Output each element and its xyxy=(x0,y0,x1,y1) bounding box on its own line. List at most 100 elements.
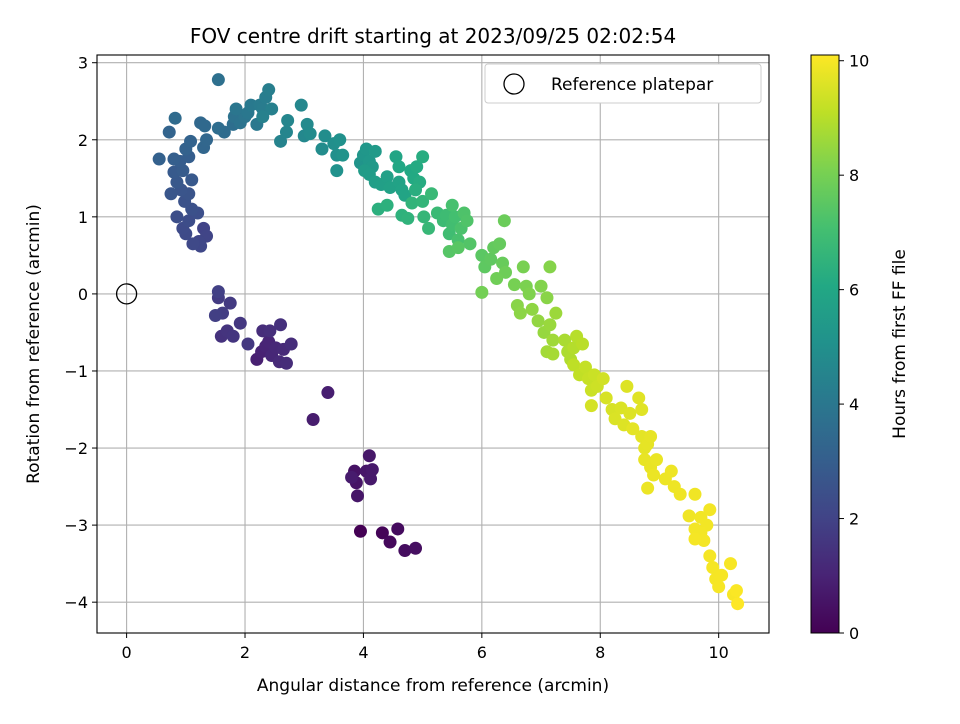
data-point xyxy=(729,584,743,598)
data-point xyxy=(620,379,634,393)
legend-label: Reference platepar xyxy=(551,75,713,95)
y-tick-label: −3 xyxy=(64,516,88,535)
data-point xyxy=(391,522,405,536)
data-point xyxy=(333,133,347,147)
data-point xyxy=(353,524,367,538)
chart-title: FOV centre drift starting at 2023/09/25 … xyxy=(190,24,676,48)
colorbar-tick-label: 8 xyxy=(849,166,859,185)
data-point xyxy=(484,252,498,266)
data-point xyxy=(626,422,640,436)
data-point xyxy=(712,580,726,594)
data-point xyxy=(525,302,539,316)
colorbar-tick-label: 6 xyxy=(849,281,859,300)
y-tick-label: −4 xyxy=(64,593,88,612)
data-point xyxy=(244,98,258,112)
data-point xyxy=(731,597,745,611)
legend: Reference platepar xyxy=(484,63,762,104)
data-point xyxy=(208,308,222,322)
data-point xyxy=(336,148,350,162)
data-point xyxy=(380,170,394,184)
data-point xyxy=(345,470,359,484)
data-point xyxy=(673,487,687,501)
data-point xyxy=(198,119,212,133)
data-point xyxy=(362,449,376,463)
data-point xyxy=(375,526,389,540)
data-point xyxy=(599,391,613,405)
y-tick-label: 1 xyxy=(78,208,88,227)
data-point xyxy=(256,110,270,124)
data-point xyxy=(641,481,655,495)
data-point xyxy=(211,285,225,299)
y-axis-label: Rotation from reference (arcmin) xyxy=(24,204,44,484)
data-point xyxy=(490,271,504,285)
data-point xyxy=(635,403,649,417)
data-point xyxy=(279,356,293,370)
data-point xyxy=(182,214,196,228)
data-point xyxy=(451,241,465,255)
reference-platepar-marker xyxy=(115,283,138,305)
data-point xyxy=(263,324,277,338)
data-point xyxy=(417,210,431,224)
data-point xyxy=(543,260,557,274)
data-point xyxy=(262,83,276,97)
y-axis-ticks: 3 2 1 0 −1 −2 −3 −4 xyxy=(64,54,97,612)
data-point xyxy=(463,237,477,251)
data-point xyxy=(281,114,295,128)
grid xyxy=(97,55,769,633)
data-point xyxy=(274,134,288,148)
data-point xyxy=(507,278,521,292)
data-point xyxy=(534,279,548,293)
data-point xyxy=(644,429,658,443)
data-point xyxy=(380,198,394,212)
plot-frame xyxy=(96,54,770,634)
colorbar xyxy=(810,54,840,634)
data-point xyxy=(351,489,365,503)
data-point xyxy=(475,285,489,299)
data-point xyxy=(368,144,382,158)
colorbar-tick-label: 10 xyxy=(849,52,869,71)
x-tick-label: 10 xyxy=(708,643,728,662)
data-point xyxy=(703,549,717,563)
data-point xyxy=(152,152,166,166)
data-point xyxy=(584,399,598,413)
data-point xyxy=(211,121,225,135)
data-point xyxy=(549,306,563,320)
data-point xyxy=(223,296,237,310)
data-point xyxy=(398,544,412,558)
colorbar-ticks: 0 2 4 6 8 10 xyxy=(839,52,869,643)
data-point xyxy=(543,318,557,332)
x-tick-label: 8 xyxy=(595,643,605,662)
data-point xyxy=(664,464,678,478)
x-tick-label: 0 xyxy=(122,643,132,662)
data-point xyxy=(493,237,507,251)
data-point xyxy=(229,102,243,116)
colorbar-tick-label: 4 xyxy=(849,395,859,414)
data-point xyxy=(185,173,199,187)
data-point xyxy=(265,102,279,116)
data-point xyxy=(401,211,415,225)
data-point xyxy=(279,125,293,139)
data-point xyxy=(186,237,200,251)
data-point xyxy=(383,535,397,549)
data-point xyxy=(233,316,247,330)
x-tick-label: 2 xyxy=(240,643,250,662)
data-point xyxy=(168,111,182,125)
x-axis-label: Angular distance from reference (arcmin) xyxy=(257,676,609,696)
data-point xyxy=(200,133,214,147)
data-point xyxy=(274,318,288,332)
data-point xyxy=(546,333,560,347)
data-point xyxy=(567,358,581,372)
data-point xyxy=(540,291,554,305)
y-tick-label: −1 xyxy=(64,362,88,381)
legend-box xyxy=(484,63,762,104)
data-point xyxy=(365,463,379,477)
data-point xyxy=(405,196,419,210)
data-point xyxy=(416,150,430,164)
data-point xyxy=(294,98,308,112)
data-point xyxy=(706,560,720,574)
data-point xyxy=(409,541,423,555)
data-point xyxy=(416,194,430,208)
data-point xyxy=(596,372,610,386)
data-point xyxy=(330,164,344,178)
